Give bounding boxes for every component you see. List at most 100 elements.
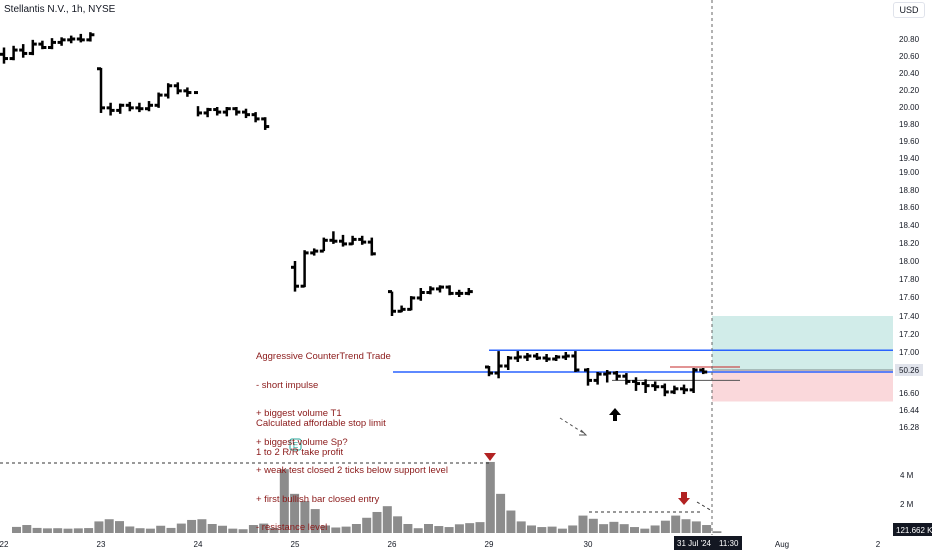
ohlc-bar: [329, 231, 338, 244]
price-tick-label: 18.80: [899, 186, 920, 195]
note-line: Calculated affordable stop limit: [256, 418, 386, 429]
volume-bar: [393, 516, 403, 533]
ohlc-bar: [358, 235, 367, 245]
volume-bar: [537, 527, 547, 533]
volume-bar: [609, 521, 619, 533]
volume-tick-label: 2 M: [900, 500, 914, 509]
price-tick-label: 20.80: [899, 35, 920, 44]
price-tick-label: 17.20: [899, 330, 920, 339]
volume-bar: [619, 524, 629, 533]
volume-bar: [207, 524, 217, 533]
ohlc-bar: [348, 235, 357, 246]
ohlc-bar: [464, 288, 473, 296]
price-tick-label: 19.00: [899, 168, 920, 177]
ohlc-bar: [28, 39, 37, 56]
price-tick-label: 20.20: [899, 86, 920, 95]
volume-bar: [547, 526, 557, 533]
time-tick-label: 30: [584, 540, 593, 549]
earnings-icon: [289, 438, 302, 451]
time-tick-label: 24: [194, 540, 203, 549]
volume-value-badge: [893, 523, 932, 536]
price-tick-label: 18.20: [899, 239, 920, 248]
ohlc-bar: [251, 112, 260, 123]
ohlc-bar: [310, 248, 319, 256]
ohlc-bar: [291, 261, 299, 292]
note-line: + weak test closed 2 ticks below support…: [256, 465, 448, 476]
volume-bar: [187, 519, 197, 533]
ohlc-bar: [513, 351, 522, 362]
price-tick-label: 18.60: [899, 203, 920, 212]
stop-zone: [712, 370, 893, 402]
note-line: - short impulse: [256, 379, 319, 391]
ohlc-bar: [213, 107, 222, 116]
ohlc-bar: [533, 353, 541, 360]
volume-bar: [94, 521, 104, 533]
ohlc-bar: [57, 37, 66, 46]
volume-bar: [135, 528, 145, 533]
volume-bar: [454, 524, 464, 533]
volume-bar: [382, 506, 392, 533]
symbol-title[interactable]: Stellantis N.V., 1h, NYSE: [4, 4, 116, 15]
price-tick-label: 19.80: [899, 120, 920, 129]
price-tick-label: 16.60: [899, 389, 920, 398]
entry-arrow-icon: [609, 408, 621, 421]
ohlc-bar: [86, 32, 95, 42]
ohlc-bar: [426, 286, 435, 295]
ohlc-bar: [339, 234, 347, 247]
volume-bar: [671, 515, 681, 533]
price-tick-label: 16.28: [899, 423, 920, 432]
volume-bar: [424, 524, 433, 533]
crosshair-date-label: 31 Jul '24: [677, 539, 712, 548]
volume-bar: [63, 528, 73, 533]
volume-bar: [279, 469, 289, 533]
ohlc-bar: [494, 351, 503, 379]
time-tick-label: 29: [485, 540, 494, 549]
ohlc-bar: [689, 368, 698, 393]
volume-bar: [321, 525, 330, 533]
volume-tick-label: 4 M: [900, 471, 914, 480]
note-line: + first bullish bar closed entry: [256, 493, 380, 505]
ohlc-bar: [116, 103, 125, 114]
ohlc-bar: [523, 353, 532, 361]
volume-bar: [465, 523, 475, 533]
ohlc-bar: [19, 44, 28, 58]
volume-bar: [42, 528, 52, 533]
ohlc-bar: [319, 237, 328, 253]
volume-bar: [341, 526, 351, 533]
ohlc-bar: [455, 289, 464, 297]
ohlc-bar: [164, 83, 173, 99]
time-tick-label: Aug: [775, 540, 789, 549]
ohlc-bar: [97, 67, 105, 113]
ohlc-bar: [76, 33, 85, 43]
ohlc-bar: [651, 381, 660, 391]
ohlc-bar: [680, 384, 688, 395]
price-tick-label: 19.40: [899, 154, 920, 163]
volume-bar: [578, 515, 588, 533]
volume-bar: [197, 519, 207, 533]
volume-bar: [310, 509, 320, 533]
volume-bar: [557, 528, 567, 533]
ohlc-bar: [194, 91, 202, 117]
ohlc-bar: [183, 87, 192, 97]
ohlc-bar: [416, 288, 425, 301]
last-price-badge: [895, 364, 923, 376]
ohlc-bar: [261, 117, 270, 130]
volume-bar: [125, 526, 135, 533]
ohlc-bar: [407, 296, 416, 311]
volume-bar: [702, 525, 712, 533]
volume-bar: [104, 519, 114, 533]
price-tick-label: 17.40: [899, 312, 920, 321]
currency-button[interactable]: USD: [893, 2, 925, 18]
ohlc-bar: [0, 47, 8, 64]
volume-bar: [300, 501, 310, 533]
ohlc-bar: [388, 290, 396, 316]
volume-bar: [475, 522, 485, 533]
volume-bar: [12, 526, 21, 533]
volume-bar: [145, 528, 155, 533]
volume-bar: [166, 527, 176, 533]
ohlc-bar: [552, 355, 561, 361]
trade-notes: Aggressive CounterTrend Trade - short im…: [256, 333, 448, 552]
ohlc-bar: [670, 385, 679, 395]
volume-bar: [156, 525, 166, 533]
